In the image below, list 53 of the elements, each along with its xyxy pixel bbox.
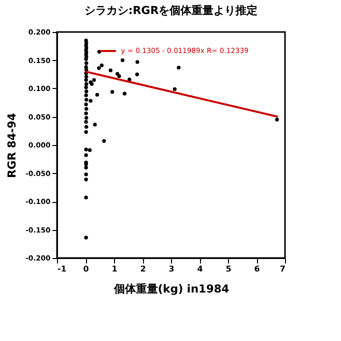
- point: [95, 92, 100, 97]
- point: [84, 153, 88, 158]
- point: [84, 111, 88, 116]
- point: [84, 86, 88, 90]
- point: [84, 98, 88, 102]
- point: [100, 63, 104, 68]
- point: [84, 89, 88, 94]
- point: [84, 82, 88, 86]
- point: [84, 166, 88, 170]
- point: [88, 148, 92, 152]
- point: [84, 130, 88, 134]
- point: [84, 178, 88, 182]
- point: [84, 78, 88, 82]
- x-tick-label: 5: [226, 264, 232, 274]
- point: [172, 87, 177, 91]
- point: [122, 92, 126, 96]
- point: [84, 116, 88, 120]
- point: [128, 78, 132, 82]
- x-tick-label: 7: [280, 264, 286, 274]
- x-tick-label: 6: [254, 264, 260, 274]
- point: [84, 120, 88, 124]
- point: [136, 60, 140, 64]
- point: [135, 72, 139, 76]
- x-tick-label: 4: [197, 264, 204, 274]
- y-axis-title: RGR 84-94: [5, 112, 18, 178]
- point: [84, 74, 88, 78]
- x-tick-label: 2: [140, 264, 146, 274]
- x-tick-label: 0: [83, 264, 90, 274]
- point: [110, 90, 114, 94]
- point: [84, 106, 88, 111]
- point: [84, 61, 88, 65]
- point: [102, 139, 106, 143]
- point: [92, 78, 96, 82]
- x-tick-label: 3: [168, 264, 174, 274]
- point: [84, 125, 88, 129]
- x-axis-title: 個体重量(kg) in1984: [112, 282, 230, 296]
- point: [97, 66, 101, 70]
- point: [88, 99, 92, 103]
- x-tick-label: 1: [112, 264, 118, 274]
- point: [84, 148, 88, 152]
- x-tick-label: -1: [58, 264, 67, 274]
- chart-title: シラカシ:RGRを個体重量より推定: [84, 4, 258, 17]
- point: [84, 93, 88, 98]
- point: [275, 118, 279, 122]
- point: [84, 236, 88, 240]
- point: [120, 58, 124, 62]
- point: [93, 122, 97, 127]
- point: [84, 196, 88, 200]
- point: [117, 74, 121, 78]
- point: [84, 102, 88, 106]
- point: [108, 68, 112, 72]
- point: [84, 172, 88, 176]
- point: [176, 66, 181, 70]
